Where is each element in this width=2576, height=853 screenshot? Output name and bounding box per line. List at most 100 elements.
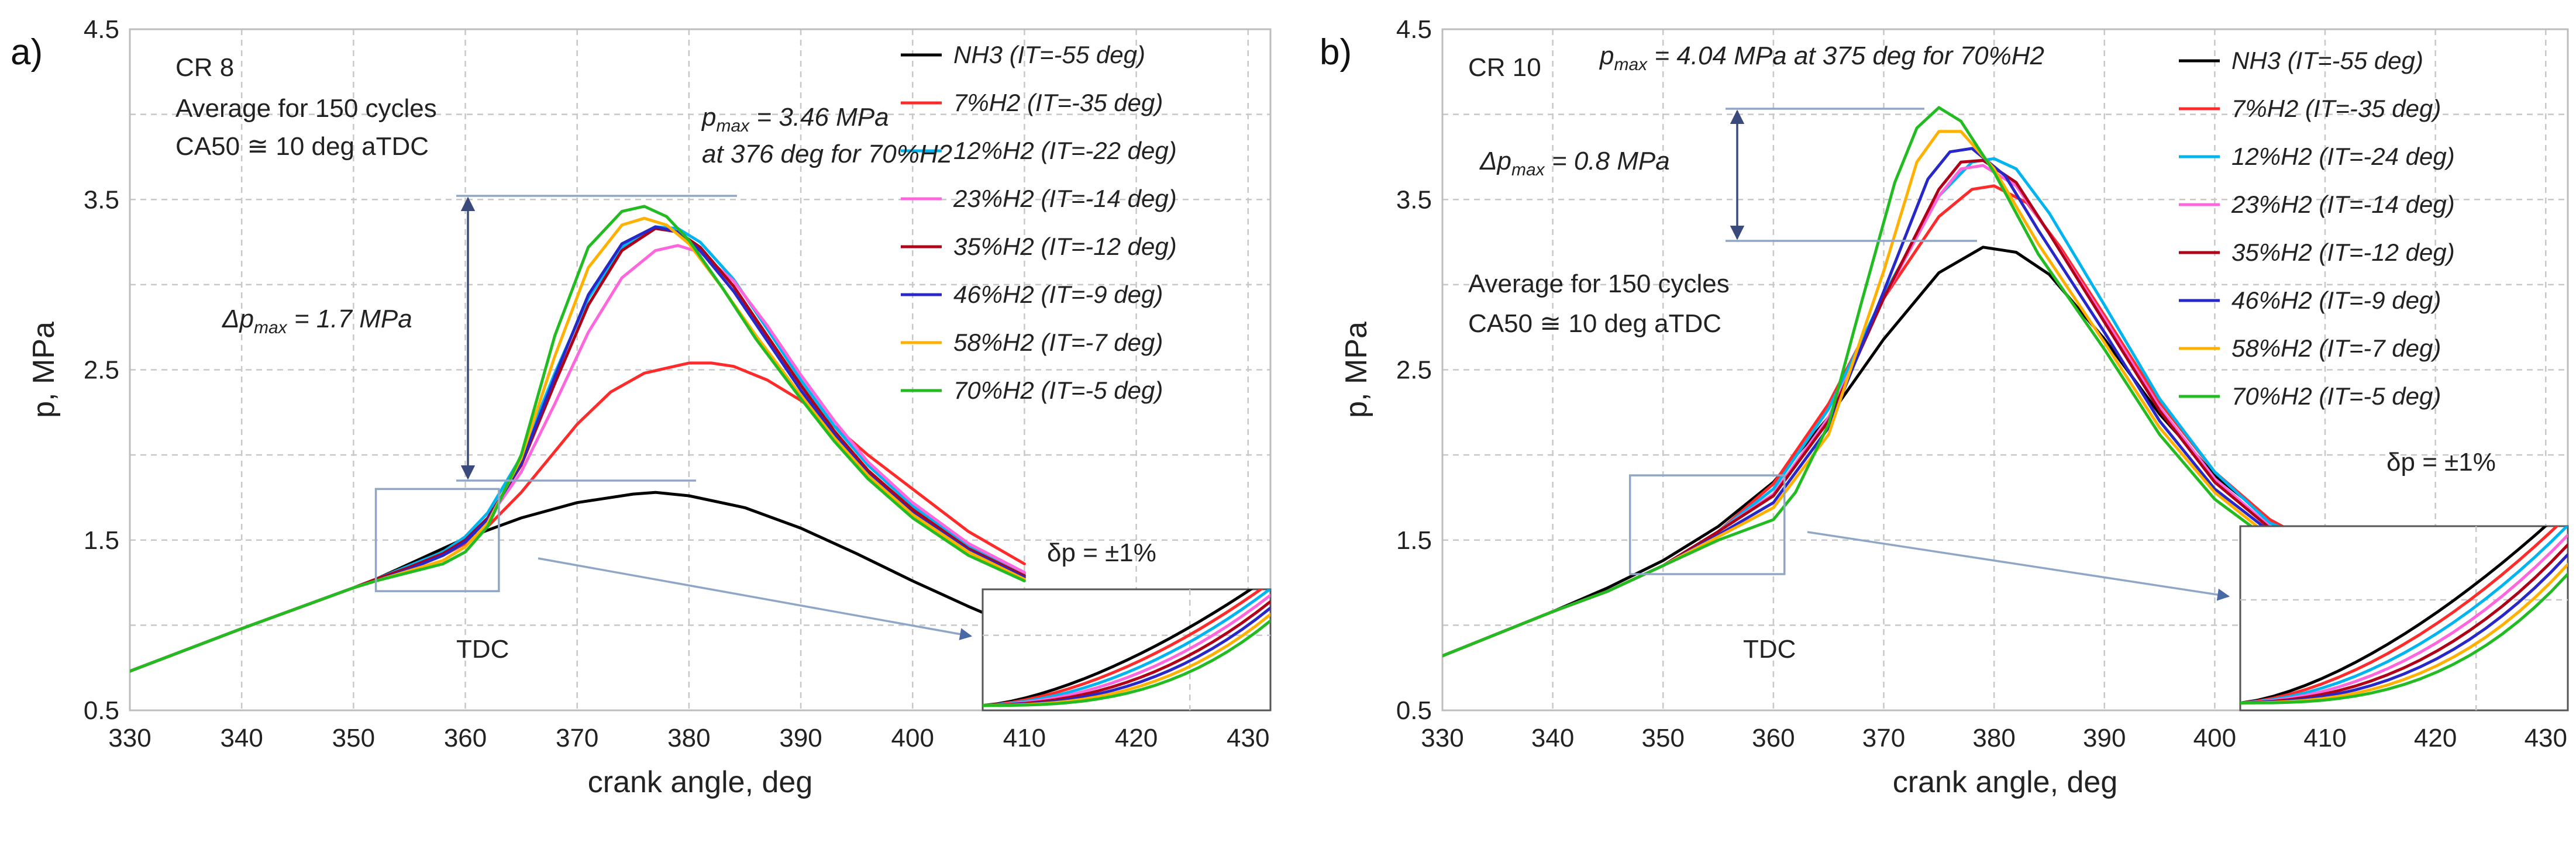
series-group xyxy=(1442,106,2293,658)
legend-entry: NH3 (IT=-55 deg) xyxy=(2231,47,2423,74)
series-line-70pct-H2 xyxy=(1442,106,2293,658)
grid-lines xyxy=(1442,29,2568,710)
legend-entry: 70%H2 (IT=-5 deg) xyxy=(2231,382,2441,410)
series-line-35pct-H2 xyxy=(130,227,1026,673)
x-tick-label: 400 xyxy=(891,724,934,752)
annotation-delta-pmax: Δpmax = 0.8 MPa xyxy=(1479,147,1670,179)
legend-entry: 23%H2 (IT=-14 deg) xyxy=(2231,191,2455,218)
zoom-pointer-arrow xyxy=(538,557,973,640)
y-tick-label: 0.5 xyxy=(1396,696,1432,725)
legend: NH3 (IT=-55 deg) 7%H2 (IT=-35 deg) 12%H2 (… xyxy=(901,41,1177,404)
x-tick-label: 350 xyxy=(1642,724,1685,752)
x-tick-label: 430 xyxy=(1227,724,1269,752)
inset-series-group xyxy=(2240,526,2568,704)
series-line-12pct-H2 xyxy=(1442,157,2293,658)
zoom-pointer-arrow xyxy=(1807,531,2230,601)
x-tick-label: 410 xyxy=(1003,724,1046,752)
x-tick-label: 430 xyxy=(2525,724,2567,752)
legend-entry: 46%H2 (IT=-9 deg) xyxy=(953,281,1163,308)
annotation-tdc: TDC xyxy=(456,635,509,664)
panel-label: b) xyxy=(1320,32,1352,72)
panel-label: a) xyxy=(11,32,43,72)
legend: NH3 (IT=-55 deg) 7%H2 (IT=-35 deg) 12%H2 (… xyxy=(2179,47,2455,410)
series-line-46pct-H2 xyxy=(1442,147,2293,658)
y-tick-label: 1.5 xyxy=(1396,526,1432,555)
y-tick-label: 4.5 xyxy=(84,15,119,44)
series-line-58pct-H2 xyxy=(1442,130,2293,658)
x-tick-label: 390 xyxy=(2083,724,2126,752)
inset-line-7pct-H2 xyxy=(2240,526,2559,704)
inset-line-NH3 xyxy=(2240,526,2548,704)
annotation-pmax: pmax = 3.46 MPa xyxy=(701,103,889,136)
legend-entry: 7%H2 (IT=-35 deg) xyxy=(953,89,1163,116)
x-tick-label: 350 xyxy=(332,724,375,752)
annotation-case: CR 10 xyxy=(1468,53,1541,82)
x-tick-label: 420 xyxy=(2414,724,2457,752)
plot-frame xyxy=(129,28,1272,712)
y-axis-label: p, MPa xyxy=(1339,322,1373,418)
zoom-region-box xyxy=(1628,474,1786,575)
series-line-NH3 xyxy=(1442,246,2293,658)
legend-entry: 46%H2 (IT=-9 deg) xyxy=(2231,286,2441,314)
annotation-dp: δp = ±1% xyxy=(2386,448,2496,476)
x-tick-label: 370 xyxy=(556,724,598,752)
series-group xyxy=(130,205,1026,673)
series-line-23pct-H2 xyxy=(130,244,1026,673)
y-tick-label: 0.5 xyxy=(84,696,119,725)
x-tick-label: 330 xyxy=(108,724,151,752)
x-tick-label: 330 xyxy=(1421,724,1463,752)
inset-line-70pct-H2 xyxy=(2240,572,2568,704)
annotation-pmax-line2: at 376 deg for 70%H2 xyxy=(702,140,952,168)
legend-entry: 58%H2 (IT=-7 deg) xyxy=(2231,334,2441,362)
inset-line-70pct-H2 xyxy=(983,619,1270,707)
x-tick-label: 380 xyxy=(1972,724,2015,752)
y-tick-label: 4.5 xyxy=(1396,15,1432,44)
x-tick-label: 340 xyxy=(1531,724,1574,752)
x-tick-label: 380 xyxy=(667,724,710,752)
legend-entry: 70%H2 (IT=-5 deg) xyxy=(953,377,1163,404)
inset-line-NH3 xyxy=(983,589,1253,707)
y-tick-label: 3.5 xyxy=(84,185,119,214)
y-tick-label: 1.5 xyxy=(84,526,119,555)
annotation-tdc: TDC xyxy=(1743,635,1796,664)
x-tick-label: 410 xyxy=(2303,724,2346,752)
annotation-delta-pmax: Δpmax = 1.7 MPa xyxy=(222,305,412,337)
annotation-ca50: CA50 ≅ 10 deg aTDC xyxy=(175,132,429,161)
annotation-pmax: pmax = 4.04 MPa at 375 deg for 70%H2 xyxy=(1599,42,2044,74)
inset-line-23pct-H2 xyxy=(2240,533,2568,704)
x-axis-label: crank angle, deg xyxy=(588,765,813,799)
plot-frame xyxy=(1441,28,2569,712)
zoom-inset xyxy=(982,588,1272,712)
x-tick-label: 390 xyxy=(779,724,822,752)
grid-lines xyxy=(130,29,1270,710)
legend-entry: 12%H2 (IT=-24 deg) xyxy=(2231,143,2455,170)
x-tick-label: 420 xyxy=(1115,724,1158,752)
zoom-region-box xyxy=(374,488,500,592)
x-tick-label: 360 xyxy=(444,724,487,752)
legend-entry: 23%H2 (IT=-14 deg) xyxy=(953,185,1177,212)
x-axis-label: crank angle, deg xyxy=(1893,765,2118,799)
y-tick-label: 3.5 xyxy=(1396,185,1432,214)
zoom-inset xyxy=(2239,525,2569,712)
annotation-average: Average for 150 cycles xyxy=(1468,270,1730,298)
legend-entry: 35%H2 (IT=-12 deg) xyxy=(2231,239,2455,266)
legend-entry: 7%H2 (IT=-35 deg) xyxy=(2231,95,2441,122)
y-axis-label: p, MPa xyxy=(27,322,61,418)
legend-entry: 58%H2 (IT=-7 deg) xyxy=(953,329,1163,356)
legend-entry: NH3 (IT=-55 deg) xyxy=(953,41,1145,68)
inset-series-group xyxy=(983,589,1270,707)
inset-frame xyxy=(2239,525,2569,712)
inset-line-7pct-H2 xyxy=(983,589,1263,707)
x-tick-label: 370 xyxy=(1862,724,1905,752)
x-tick-label: 400 xyxy=(2193,724,2236,752)
annotation-dp: δp = ±1% xyxy=(1047,538,1156,567)
series-line-70pct-H2 xyxy=(130,205,1026,673)
x-tick-label: 340 xyxy=(220,724,263,752)
annotation-average: Average for 150 cycles xyxy=(175,94,437,123)
inset-line-12pct-H2 xyxy=(2240,526,2568,704)
chart-panel-b: 330 340 350 360 370 380 390 400 410 420 430 0.5 1.5 2… xyxy=(1320,15,2569,799)
legend-entry: 35%H2 (IT=-12 deg) xyxy=(953,233,1177,260)
annotation-case: CR 8 xyxy=(175,53,234,82)
legend-entry: 12%H2 (IT=-22 deg) xyxy=(953,137,1177,164)
